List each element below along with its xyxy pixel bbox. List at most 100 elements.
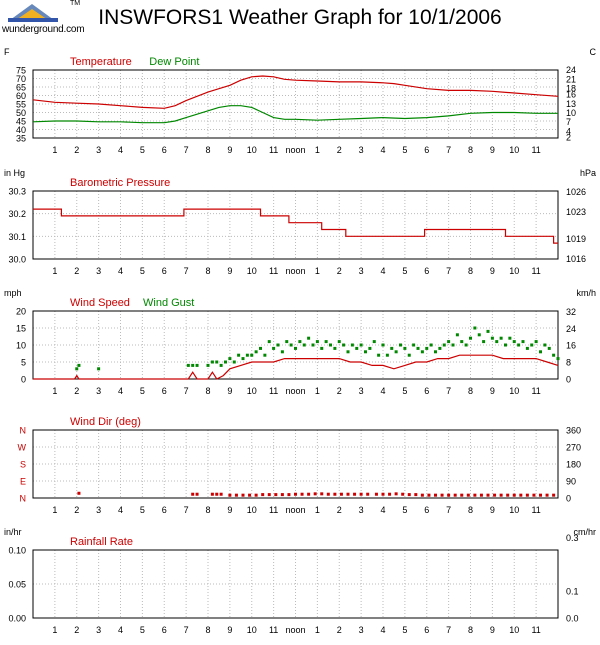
data-point bbox=[512, 493, 516, 497]
x-tick-label: 11 bbox=[531, 505, 540, 515]
x-tick-label: 1 bbox=[315, 266, 320, 276]
data-point bbox=[274, 493, 278, 497]
y-tick-label: 0 bbox=[21, 375, 26, 385]
series-line bbox=[32, 105, 558, 124]
x-tick-label: 5 bbox=[402, 145, 407, 155]
data-point bbox=[350, 343, 354, 347]
data-point bbox=[241, 357, 245, 361]
data-point bbox=[232, 360, 236, 364]
left-unit-label: F bbox=[4, 47, 10, 57]
data-point bbox=[525, 346, 529, 350]
x-tick-label: 3 bbox=[96, 266, 101, 276]
data-point bbox=[307, 492, 311, 496]
left-unit-label: in/hr bbox=[4, 527, 22, 537]
x-tick-label: 8 bbox=[205, 625, 210, 635]
x-tick-label: 5 bbox=[402, 625, 407, 635]
x-tick-label: 6 bbox=[424, 266, 429, 276]
data-point bbox=[414, 493, 418, 497]
data-point bbox=[364, 350, 367, 354]
x-tick-label: 9 bbox=[490, 386, 495, 396]
chart-title-part: Wind Gust bbox=[143, 297, 194, 309]
data-point bbox=[517, 343, 521, 347]
data-point bbox=[259, 346, 262, 350]
data-point bbox=[219, 363, 223, 367]
y-right-tick-label: 1019 bbox=[566, 234, 586, 244]
x-tick-label: 4 bbox=[118, 145, 123, 155]
data-point bbox=[342, 343, 346, 347]
x-tick-label: 9 bbox=[227, 266, 232, 276]
y-right-tick-label: 10 bbox=[566, 108, 576, 118]
data-point bbox=[372, 340, 376, 344]
x-tick-label: noon bbox=[285, 386, 305, 396]
x-tick-label: 5 bbox=[140, 625, 145, 635]
x-tick-label: 10 bbox=[509, 625, 519, 635]
data-point bbox=[377, 353, 381, 357]
data-point bbox=[493, 493, 497, 497]
y-tick-label: 30.1 bbox=[8, 232, 26, 242]
left-unit-label: in Hg bbox=[4, 168, 25, 178]
x-tick-label: 10 bbox=[247, 145, 257, 155]
x-tick-label: 2 bbox=[74, 145, 79, 155]
x-tick-label: 1 bbox=[315, 145, 320, 155]
data-point bbox=[254, 350, 258, 354]
data-point bbox=[315, 340, 319, 344]
data-point bbox=[339, 492, 343, 496]
x-tick-label: 4 bbox=[380, 386, 385, 396]
data-point bbox=[539, 350, 542, 354]
data-point bbox=[473, 326, 477, 330]
data-point bbox=[191, 492, 195, 496]
data-point bbox=[287, 493, 291, 497]
data-point bbox=[504, 343, 507, 347]
data-point bbox=[206, 363, 210, 367]
y-tick-label: 45 bbox=[16, 117, 26, 127]
x-tick-label: 4 bbox=[380, 505, 385, 515]
y-right-tick-label: 270 bbox=[566, 443, 581, 453]
data-point bbox=[486, 493, 490, 497]
x-tick-label: 10 bbox=[247, 505, 257, 515]
x-tick-label: 6 bbox=[162, 386, 167, 396]
data-point bbox=[407, 353, 411, 357]
x-tick-label: 6 bbox=[162, 266, 167, 276]
data-point bbox=[420, 493, 424, 497]
data-point bbox=[294, 346, 297, 350]
x-tick-label: 11 bbox=[269, 505, 278, 515]
x-tick-label: 7 bbox=[184, 145, 189, 155]
x-tick-label: 3 bbox=[96, 145, 101, 155]
data-point bbox=[552, 493, 556, 497]
data-point bbox=[442, 343, 446, 347]
data-point bbox=[359, 492, 363, 496]
data-point bbox=[506, 493, 510, 497]
data-point bbox=[289, 343, 293, 347]
data-point bbox=[512, 340, 516, 344]
data-point bbox=[337, 340, 341, 344]
y-right-tick-label: 32 bbox=[566, 307, 576, 317]
data-point bbox=[333, 346, 337, 350]
y-right-tick-label: 0 bbox=[566, 375, 571, 385]
x-tick-label: 2 bbox=[74, 625, 79, 635]
x-tick-label: 7 bbox=[446, 266, 451, 276]
x-tick-label: 5 bbox=[140, 386, 145, 396]
x-tick-label: 8 bbox=[205, 145, 210, 155]
chart-frame bbox=[32, 310, 559, 380]
y-right-tick-label: 360 bbox=[566, 426, 581, 436]
chart-title-part: Temperature bbox=[70, 56, 132, 68]
data-point bbox=[368, 346, 372, 350]
data-point bbox=[479, 493, 483, 497]
x-tick-label: 1 bbox=[52, 145, 57, 155]
y-tick-label: 40 bbox=[16, 125, 26, 135]
data-point bbox=[359, 343, 363, 347]
y-right-tick-label: 180 bbox=[566, 460, 581, 470]
data-point bbox=[416, 346, 420, 350]
x-tick-label: 5 bbox=[140, 266, 145, 276]
data-point bbox=[366, 492, 370, 496]
data-point bbox=[490, 336, 494, 340]
data-point bbox=[543, 343, 547, 347]
data-point bbox=[451, 343, 455, 347]
data-point bbox=[228, 493, 232, 497]
data-point bbox=[534, 340, 538, 344]
y-tick-label: 5 bbox=[21, 358, 26, 368]
data-point bbox=[241, 493, 245, 497]
page-title: INSWFORS1 Weather Graph for 10/1/2006 bbox=[98, 6, 502, 29]
right-unit-label: hPa bbox=[580, 168, 596, 178]
